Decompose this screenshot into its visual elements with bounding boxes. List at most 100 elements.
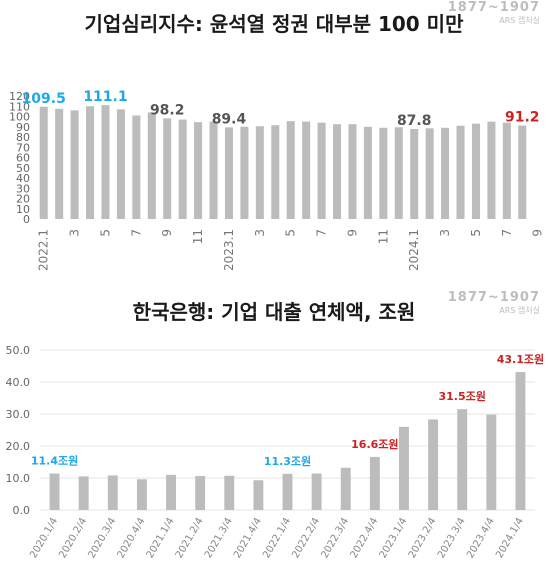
x-tick-label: 9 (345, 229, 359, 237)
x-tick-label: 9 (531, 229, 545, 237)
data-label: 89.4 (212, 111, 247, 127)
data-label: 111.1 (83, 89, 127, 105)
bar (163, 118, 172, 219)
bar (55, 108, 64, 219)
watermark-text: ARS 캡처실 (499, 16, 540, 25)
x-tick-label: 2023.2/4 (407, 516, 439, 560)
x-tick-label: 2023.4/4 (465, 516, 497, 560)
bar (441, 127, 450, 219)
y-tick-label: 80 (16, 131, 30, 144)
x-tick-label: 7 (500, 229, 514, 237)
bar (379, 127, 388, 219)
x-tick-label: 2021.4/4 (232, 516, 264, 560)
bar (399, 426, 409, 510)
bar (282, 473, 293, 510)
bar (136, 479, 147, 510)
data-label: 87.8 (397, 113, 432, 129)
bar (518, 125, 527, 219)
x-tick-label: 2022.3/4 (319, 516, 351, 560)
chart2-bar-chart: 0.010.020.030.040.050.02020.1/42020.2/42… (6, 344, 545, 560)
x-tick-label: 2021.2/4 (174, 516, 206, 560)
y-tick-label: 120 (9, 90, 30, 103)
x-tick-label: 2020.4/4 (116, 516, 148, 560)
watermark-number: 1877~1907 (447, 290, 540, 305)
y-tick-label: 50.0 (6, 344, 31, 357)
y-tick-label: 10.0 (6, 472, 31, 485)
bar (486, 414, 497, 510)
y-tick-label: 0.0 (13, 504, 31, 517)
bar (101, 105, 110, 219)
watermark-1: 1877~1907 ARS 캡처실 (448, 0, 540, 26)
bar (333, 124, 342, 219)
bar (49, 473, 60, 510)
data-label: 11.3조원 (264, 454, 311, 468)
x-tick-label: 2020.1/4 (28, 516, 60, 560)
bar (394, 127, 403, 219)
x-tick-label: 2024.1/4 (494, 516, 526, 560)
data-label: 31.5조원 (439, 389, 486, 403)
data-label: 43.1조원 (497, 352, 544, 366)
x-tick-label: 2023.3/4 (436, 516, 468, 560)
data-label: 109.5 (22, 91, 66, 107)
data-label: 98.2 (150, 102, 185, 118)
bar (224, 127, 233, 219)
x-tick-label: 2023.1 (222, 229, 236, 271)
bar (86, 106, 95, 219)
y-tick-label: 70 (16, 141, 30, 154)
y-tick-label: 50 (16, 162, 30, 175)
bar (271, 125, 280, 219)
bar (209, 121, 218, 219)
bar (410, 129, 419, 219)
x-tick-label: 3 (253, 229, 267, 237)
bar (224, 475, 235, 510)
x-tick-label: 5 (469, 229, 483, 237)
y-tick-label: 90 (16, 121, 30, 134)
chart1-title: 기업심리지수: 윤석열 정권 대부분 100 미만 (84, 12, 464, 36)
bar (317, 122, 326, 219)
bar (107, 475, 118, 510)
x-tick-label: 5 (98, 229, 112, 237)
bar (147, 112, 156, 219)
bar (428, 419, 439, 510)
x-tick-label: 3 (68, 229, 82, 237)
x-tick-label: 7 (129, 229, 143, 237)
y-tick-label: 60 (16, 152, 30, 165)
x-tick-label: 2022.1/4 (261, 516, 293, 560)
bar (487, 121, 496, 219)
x-tick-label: 2020.3/4 (86, 516, 118, 560)
x-tick-label: 2021.3/4 (203, 516, 235, 560)
watermark-2: 1877~1907 ARS 캡처실 (448, 290, 540, 316)
bar (255, 126, 264, 219)
bar (166, 474, 176, 510)
y-tick-label: 30.0 (6, 408, 31, 421)
bar (425, 128, 434, 219)
data-label: 11.4조원 (31, 454, 78, 468)
bar (457, 409, 468, 510)
bar (369, 456, 380, 510)
bar (78, 476, 89, 510)
bar (502, 122, 511, 219)
x-tick-label: 2022.4/4 (349, 516, 381, 560)
bar (515, 372, 526, 510)
x-tick-label: 2021.1/4 (145, 516, 177, 560)
bar (194, 122, 203, 219)
bar (253, 480, 264, 510)
bar (348, 124, 357, 219)
x-tick-label: 11 (376, 229, 390, 244)
y-tick-label: 110 (9, 100, 30, 113)
bar (132, 115, 141, 219)
y-tick-label: 100 (9, 111, 30, 124)
y-tick-label: 0 (23, 213, 30, 226)
x-tick-label: 7 (315, 229, 329, 237)
y-tick-label: 30 (16, 182, 30, 195)
chart2-title: 한국은행: 기업 대출 연체액, 조원 (132, 300, 416, 324)
y-tick-label: 40 (16, 172, 30, 185)
y-tick-label: 20.0 (6, 440, 31, 453)
bar (240, 126, 249, 219)
x-tick-label: 5 (284, 229, 298, 237)
x-tick-label: 2023.1/4 (378, 516, 410, 560)
y-tick-label: 40.0 (6, 376, 31, 389)
bar (456, 125, 465, 219)
y-tick-label: 10 (16, 203, 30, 216)
